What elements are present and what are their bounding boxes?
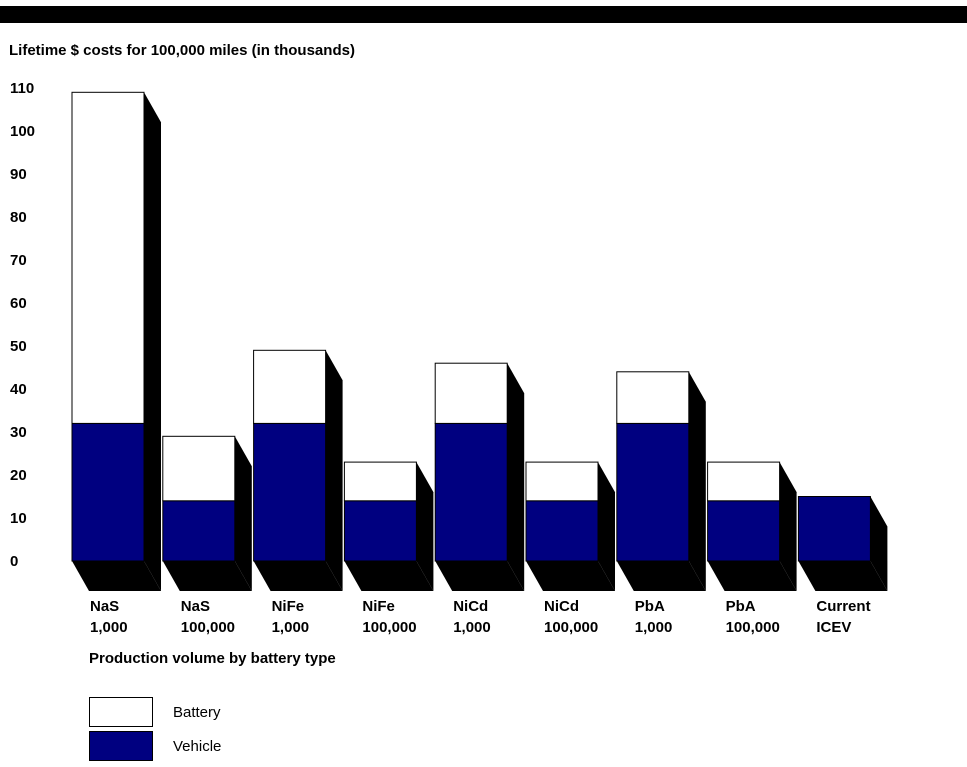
bar-vehicle — [162, 500, 236, 562]
x-tick-label: 100,000 — [181, 619, 235, 636]
legend: Battery Vehicle — [89, 696, 221, 764]
y-tick-label: 0 — [10, 553, 18, 570]
bar-vehicle — [434, 422, 508, 562]
y-tick-label: 70 — [10, 252, 27, 269]
bar-vehicle — [707, 500, 781, 562]
bar-floor-shadow — [798, 561, 888, 591]
legend-swatch-battery — [89, 697, 153, 727]
x-tick-label: 100,000 — [726, 619, 780, 636]
bar-floor-shadow — [72, 561, 161, 591]
y-tick-label: 40 — [10, 381, 27, 398]
x-tick-label: NiFe — [272, 598, 305, 615]
bar-vehicle — [71, 422, 145, 562]
bar-vehicle — [616, 422, 690, 562]
y-tick-label: 20 — [10, 467, 27, 484]
chart-title: Lifetime $ costs for 100,000 miles (in t… — [9, 42, 355, 59]
x-tick-label: NiCd — [544, 598, 579, 615]
bar-side-shadow — [416, 462, 434, 591]
bar-side-shadow — [144, 92, 161, 592]
x-tick-label: Current — [816, 598, 870, 615]
x-tick-label: 100,000 — [544, 619, 598, 636]
legend-item-battery: Battery — [89, 696, 221, 728]
x-tick-label: NaS — [90, 598, 119, 615]
y-tick-label: 30 — [10, 424, 27, 441]
x-tick-label: 1,000 — [635, 619, 673, 636]
bar-side-shadow — [598, 462, 615, 591]
x-tick-label: NiCd — [453, 598, 488, 615]
bar-side-shadow — [779, 462, 797, 591]
bar-floor-shadow — [526, 561, 615, 591]
x-tick-label: 1,000 — [453, 619, 491, 636]
y-tick-label: 50 — [10, 338, 27, 355]
bar-floor-shadow — [162, 561, 252, 591]
bar-battery — [253, 349, 327, 424]
y-tick-label: 60 — [10, 295, 27, 312]
legend-item-vehicle: Vehicle — [89, 730, 221, 762]
bar-floor-shadow — [435, 561, 525, 591]
y-tick-label: 80 — [10, 209, 27, 226]
legend-label-vehicle: Vehicle — [173, 737, 222, 755]
bar-vehicle — [253, 422, 327, 562]
x-tick-label: 1,000 — [90, 619, 128, 636]
bar-battery — [343, 461, 417, 502]
legend-swatch-vehicle — [89, 731, 153, 761]
bar-floor-shadow — [344, 561, 434, 591]
bar-battery — [707, 461, 781, 502]
x-tick-label: PbA — [726, 598, 756, 615]
bar-vehicle — [525, 500, 599, 562]
bar-floor-shadow — [253, 561, 343, 591]
bar-side-shadow — [870, 496, 888, 591]
bar-battery — [525, 461, 599, 502]
x-tick-label: 100,000 — [362, 619, 416, 636]
x-tick-label: NiFe — [362, 598, 395, 615]
bar-battery — [162, 435, 236, 502]
y-tick-label: 110 — [10, 80, 34, 97]
x-tick-label: PbA — [635, 598, 665, 615]
y-tick-label: 100 — [10, 123, 35, 140]
chart-area: 0 10 20 30 40 50 60 70 80 90 100 110 NaS 1,000 NaS 100,… — [10, 80, 888, 636]
bar-vehicle — [797, 496, 871, 562]
bar-battery — [434, 362, 508, 424]
bar-vehicle — [343, 500, 417, 562]
legend-label-battery: Battery — [173, 703, 221, 721]
y-tick-label: 90 — [10, 166, 27, 183]
header-bar — [0, 6, 967, 23]
x-tick-label: 1,000 — [272, 619, 310, 636]
bar-battery — [71, 91, 145, 424]
bar-side-shadow — [325, 350, 343, 591]
y-tick-label: 10 — [10, 510, 27, 527]
bar-battery — [616, 371, 690, 424]
x-tick-label: NaS — [181, 598, 210, 615]
bar-side-shadow — [688, 371, 706, 591]
bar-side-shadow — [234, 436, 252, 591]
x-axis-title: Production volume by battery type — [89, 650, 336, 667]
x-tick-label: ICEV — [816, 619, 851, 636]
bar-floor-shadow — [616, 561, 706, 591]
bar-floor-shadow — [707, 561, 797, 591]
bar-side-shadow — [507, 363, 525, 591]
